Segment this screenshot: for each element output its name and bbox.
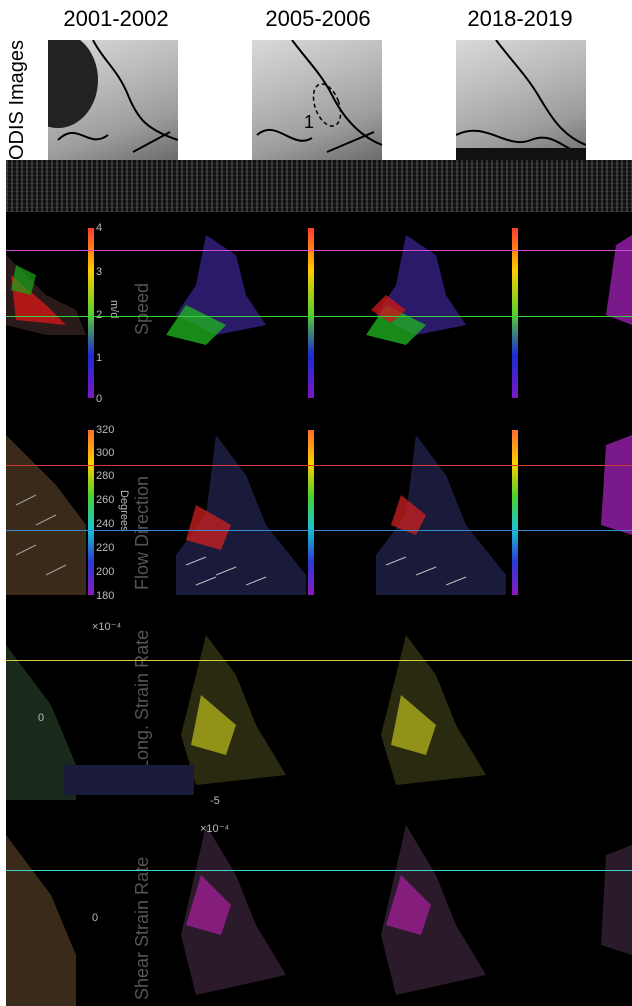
figure-dark-area — [6, 160, 632, 1006]
speed-tick-1: 1 — [96, 352, 103, 364]
direction-tick-280: 280 — [96, 470, 115, 482]
row-label-images: ODIS Images — [6, 39, 28, 160]
column-title-2001: 2001-2002 — [63, 6, 169, 31]
speed-tick-4: 4 — [96, 222, 103, 234]
long-strain-tick-neg5: -5 — [210, 795, 220, 807]
streak-4 — [6, 530, 632, 531]
modis-image-2018 — [456, 40, 586, 160]
speed-colorbar-3 — [512, 228, 518, 398]
speed-tick-0: 0 — [96, 393, 103, 405]
streak-1 — [6, 250, 632, 251]
modis-image-2001 — [48, 40, 178, 160]
speed-colorbar — [88, 228, 94, 398]
long-strain-exponent: ×10⁻⁴ — [92, 621, 122, 633]
modis-image-2005: 1 — [252, 40, 382, 160]
direction-tick-300: 300 — [96, 447, 115, 459]
streak-5 — [6, 660, 632, 661]
direction-tick-260: 260 — [96, 494, 115, 506]
direction-tick-220: 220 — [96, 542, 115, 554]
speed-tick-2: 2 — [96, 309, 103, 321]
glitch-band — [6, 160, 632, 212]
annotation-label: 1 — [304, 112, 315, 132]
shear-strain-maps — [6, 825, 632, 1006]
shear-strain-exponent: ×10⁻⁴ — [200, 823, 230, 835]
direction-tick-180: 180 — [96, 590, 115, 602]
streak-2 — [6, 316, 632, 317]
direction-colorbar-3 — [512, 430, 518, 595]
direction-tick-240: 240 — [96, 518, 115, 530]
streak-6 — [6, 870, 632, 871]
direction-colorbar-2 — [308, 430, 314, 595]
speed-maps — [6, 235, 632, 345]
shear-strain-tick-0: 0 — [92, 912, 99, 924]
streak-3 — [6, 465, 632, 466]
modis-image-2005-overlay — [256, 40, 382, 153]
modis-image-2018-overlay — [456, 40, 586, 160]
direction-unit: Degrees — [118, 490, 130, 532]
direction-colorbar — [88, 430, 94, 595]
speed-colorbar-2 — [308, 228, 314, 398]
direction-tick-320: 320 — [96, 424, 115, 436]
direction-tick-200: 200 — [96, 566, 115, 578]
long-strain-tick-0: 0 — [38, 712, 45, 724]
speed-tick-3: 3 — [96, 266, 103, 278]
long-strain-maps — [6, 635, 486, 800]
column-title-2018: 2018-2019 — [467, 6, 573, 31]
flow-direction-maps — [6, 435, 632, 595]
column-title-2005: 2005-2006 — [265, 6, 371, 31]
modis-image-2001-overlay — [48, 40, 178, 153]
